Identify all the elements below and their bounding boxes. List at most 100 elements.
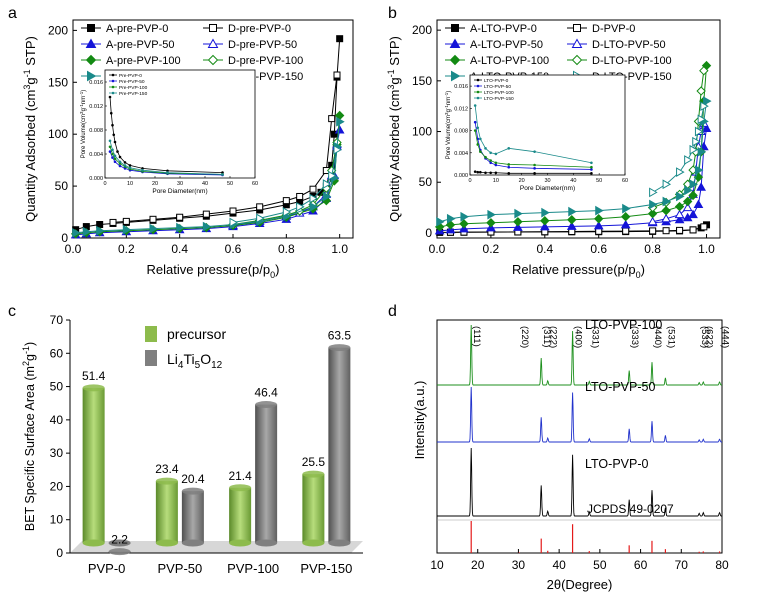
inset-data-point [166,171,169,174]
data-point [282,207,292,217]
legend-label: D-pre-PVP-100 [228,55,303,67]
y-axis-title: BET Specific Surface Area (m2g-1) [21,342,37,531]
x-axis-title: Relative pressure(p/p0) [147,262,280,280]
data-point [676,167,685,177]
inset-y-tick-label: 0.016 [89,80,103,86]
data-point [333,71,341,79]
x-tick-label: 40 [552,558,566,572]
x-tick-label: 0.4 [171,242,188,256]
data-point [82,226,92,237]
inset-frame [104,69,256,179]
y-tick-label: 60 [50,346,64,360]
inset-x-tick-label: 20 [152,181,158,187]
hkl-label: (220) [519,326,530,348]
data-point [593,220,604,230]
data-point [688,209,698,219]
inset-x-tick-label: 10 [493,178,499,184]
y-tick-label: 50 [55,179,69,193]
legend-marker [449,38,461,48]
data-point [701,123,712,132]
data-point [689,144,699,155]
legend-marker [207,38,219,48]
inset-legend-label: Pre-PVP-150 [119,91,148,97]
inset-x-tick-label: 20 [519,178,525,184]
x-tick-label: 1.0 [698,242,715,256]
inset-legend-label: Pre-PVP-50 [119,79,145,85]
data-point [282,197,290,205]
bar [255,404,278,543]
legend-swatch [145,350,157,366]
data-point [693,199,704,209]
y-tick-label: 30 [50,446,64,460]
inset-data-point [590,172,593,175]
data-point [336,35,344,43]
data-label: 25.5 [302,455,326,469]
y-tick-label: 0 [61,231,68,245]
legend-label: D-PVP-0 [592,23,635,35]
inset-data-point [590,168,593,171]
hkl-label: (333) [629,326,640,348]
bar-bottom [229,539,252,547]
series-line [439,101,708,223]
data-point [229,217,239,228]
x-axis-title: 2θ(Degree) [547,577,613,592]
data-point [682,202,693,212]
data-label: 46.4 [254,386,278,400]
inset-y-tick-label: 0.000 [454,173,468,179]
x-axis-title: Relative pressure(p/p0) [512,262,645,280]
x-category-label: PVP-100 [227,561,279,576]
hkl-label: (111) [471,326,482,347]
legend-marker [209,24,217,32]
legend-label: A-LTO-PVP-0 [470,23,537,35]
inset-x-tick-label: 30 [177,181,183,187]
data-point [694,165,704,175]
data-point [568,206,577,217]
inset-x-tick-label: 50 [596,178,602,184]
data-point [682,196,693,207]
y-tick-label: 50 [50,380,64,394]
x-tick-label: 0.0 [429,242,446,256]
x-tick-label: 0.0 [65,242,82,256]
bar-top [328,344,351,352]
data-point [445,220,456,230]
data-point [647,208,658,219]
x-tick-label: 50 [593,558,607,572]
bar [82,387,105,543]
data-point [647,216,658,226]
inset-data-point [494,161,498,165]
data-point [149,223,159,234]
inset-legend-marker [111,91,115,95]
data-point [649,199,658,210]
hkl-label: (533) [699,326,710,348]
plot-frame [436,319,723,554]
data-point [567,215,577,225]
data-point [486,218,496,228]
legend-marker [571,54,583,66]
data-point [96,225,105,236]
plot-frame [436,19,721,239]
data-point [620,211,631,222]
legend-marker [571,38,583,48]
legend-marker [573,24,581,32]
bar-bottom [302,539,325,547]
inset-y-tick-label: 0.012 [89,104,103,110]
inset-legend-marker [476,78,480,82]
data-point [256,213,265,224]
inset-y-tick-label: 0.012 [454,106,468,112]
panel-label-c: c [8,303,16,320]
bar-top [82,384,105,392]
y-tick-label: 150 [412,74,432,88]
inset-data-point [166,169,169,173]
inset-data-point [111,156,114,159]
data-label: 21.4 [228,469,252,483]
data-point [514,208,523,219]
x-tick-label: 0.2 [118,242,135,256]
data-point [595,205,604,216]
data-point [202,221,212,232]
data-point [676,191,685,202]
inset-data-point [489,171,492,175]
inset-data-point [484,155,487,159]
inset-data-point [479,170,482,174]
